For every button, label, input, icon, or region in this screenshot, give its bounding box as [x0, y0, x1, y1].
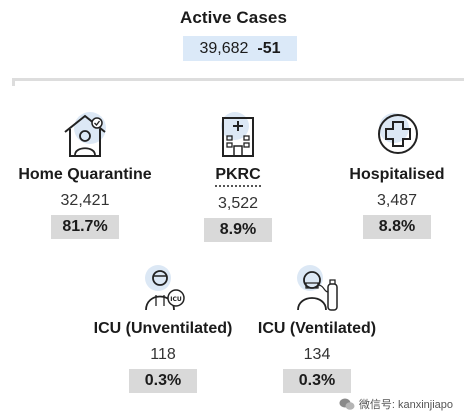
- icu-doctor-icon: ICU: [145, 265, 185, 311]
- watermark: 微信号: kanxinjiapo: [339, 396, 453, 412]
- stat-count: 32,421: [60, 192, 110, 209]
- svg-text:ICU: ICU: [170, 296, 182, 303]
- home-quarantine-icon: [64, 112, 106, 157]
- active-cases-pill: 39,682 -51: [183, 36, 297, 61]
- stat-count: 134: [303, 346, 331, 363]
- section-divider: [12, 78, 464, 81]
- stat-count: 3,487: [376, 192, 418, 209]
- stat-percent: 8.8%: [363, 215, 431, 239]
- stat-percent: 0.3%: [283, 369, 351, 393]
- stat-label: ICU (Ventilated): [257, 320, 377, 337]
- stat-percent: 0.3%: [129, 369, 197, 393]
- stat-hospitalised: Hospitalised 3,487 8.8%: [338, 108, 456, 239]
- stat-pkrc: PKRC 3,522 8.9%: [194, 108, 282, 242]
- stat-icu-unventilated: ICU ICU (Unventilated) 118 0.3%: [86, 262, 240, 393]
- active-cases-value: 39,682: [199, 39, 249, 57]
- stat-count: 3,522: [217, 195, 259, 212]
- active-cases-title: Active Cases: [179, 8, 288, 27]
- watermark-text: 微信号: kanxinjiapo: [358, 399, 453, 411]
- stat-label: Home Quarantine: [18, 166, 152, 183]
- stat-percent: 81.7%: [51, 215, 119, 239]
- stat-count: 118: [150, 346, 176, 363]
- stat-home-quarantine: Home Quarantine 32,421 81.7%: [12, 108, 158, 239]
- section-divider-tick: [12, 78, 15, 86]
- ventilated-patient-icon: [297, 265, 338, 311]
- wechat-icon: [339, 398, 355, 410]
- active-cases-change: -51: [257, 39, 281, 57]
- stat-label: ICU (Unventilated): [93, 320, 233, 337]
- stat-label: Hospitalised: [349, 166, 445, 183]
- medical-cross-icon: [378, 113, 418, 154]
- hospital-building-icon: [221, 112, 254, 157]
- stat-percent: 8.9%: [204, 218, 272, 242]
- stat-icu-ventilated: ICU (Ventilated) 134 0.3%: [246, 262, 388, 393]
- stat-label: PKRC: [215, 166, 261, 187]
